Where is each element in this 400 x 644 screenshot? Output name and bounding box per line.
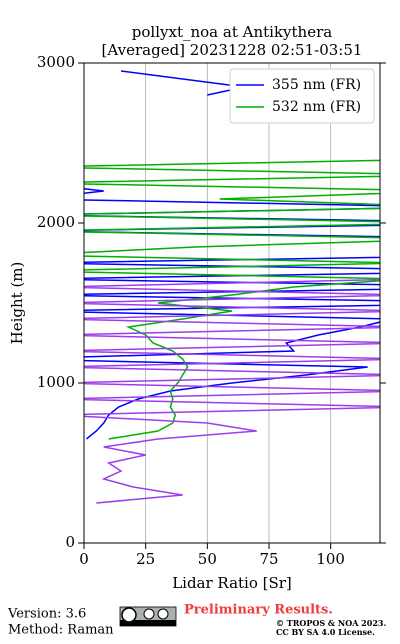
cc-logo	[119, 606, 177, 627]
x-axis-label: Lidar Ratio [Sr]	[172, 574, 292, 592]
y-tick-label: 0	[65, 533, 75, 551]
y-tick-label: 1000	[37, 373, 75, 391]
series-line	[84, 278, 380, 504]
x-tick-label: 25	[136, 550, 155, 568]
lines	[84, 70, 380, 504]
x-tick-label: 0	[79, 550, 89, 568]
status: Preliminary Results.	[184, 603, 333, 618]
series-line	[84, 159, 380, 440]
legend-box	[229, 68, 375, 124]
y-axis-label: Height (m)	[8, 262, 26, 345]
y-tick-label: 2000	[37, 213, 75, 231]
legend-label: 355 nm (FR)	[272, 77, 361, 93]
method: Method: Raman	[8, 623, 114, 638]
x-tick-label: 75	[259, 550, 278, 568]
chart-subtitle: [Averaged] 20231228 02:51-03:51	[102, 41, 363, 59]
license: CC BY SA 4.0 License.	[276, 627, 375, 637]
x-tick-label: 50	[198, 550, 217, 568]
chart-title: pollyxt_noa at Antikythera	[132, 23, 332, 41]
version: Version: 3.6	[7, 607, 86, 622]
legend: 355 nm (FR) 532 nm (FR)	[229, 68, 375, 124]
plot-frame	[83, 62, 381, 544]
x-tick-label: 100	[316, 550, 345, 568]
legend-label: 532 nm (FR)	[272, 99, 361, 115]
y-tick-label: 3000	[37, 53, 75, 71]
copyright: © TROPOS & NOA 2023.	[276, 618, 386, 628]
